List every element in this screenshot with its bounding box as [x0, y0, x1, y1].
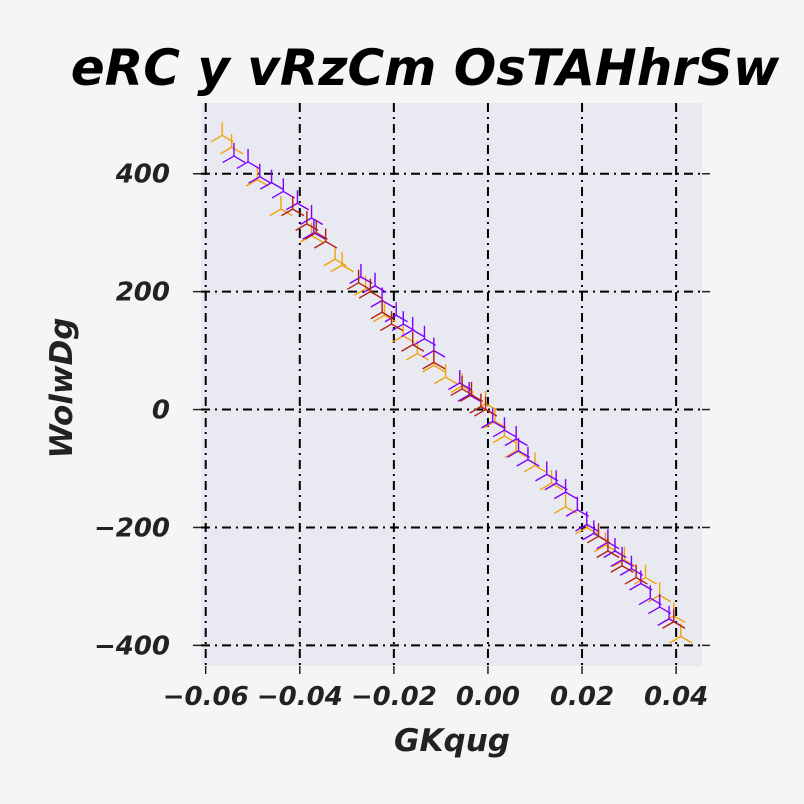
data-point: [434, 364, 458, 385]
data-point: [662, 608, 686, 629]
data-point: [314, 228, 338, 249]
data-point: [384, 302, 408, 323]
series-2: [281, 196, 686, 629]
data-point: [633, 564, 658, 585]
x-tick-label: 0.00: [456, 682, 520, 712]
data-point: [422, 349, 446, 370]
y-tick-label: 0: [152, 396, 170, 426]
data-point: [236, 148, 260, 170]
y-axis-label: WolwDg: [44, 318, 80, 459]
data-point: [281, 196, 305, 217]
x-tick-label: 0.04: [644, 682, 708, 712]
series-1: [222, 143, 681, 626]
data-point: [575, 511, 599, 532]
data-point: [248, 163, 272, 184]
data-point: [624, 564, 648, 585]
data-point: [648, 582, 672, 603]
x-tick-label: −0.06: [163, 682, 249, 712]
data-point: [473, 396, 498, 417]
data-point: [299, 204, 324, 226]
data-point: [346, 269, 371, 290]
data-point: [603, 538, 627, 559]
data-point: [222, 143, 246, 164]
grid-lines: [201, 103, 702, 666]
data-point: [285, 190, 310, 211]
data-point: [553, 479, 578, 500]
data-point: [379, 311, 404, 332]
data-point: [553, 493, 578, 514]
data-point: [370, 287, 394, 308]
data-point: [596, 538, 620, 559]
data-point: [492, 417, 517, 438]
x-tick-label: −0.02: [351, 682, 437, 712]
data-point: [358, 278, 382, 299]
x-tick-label: −0.04: [257, 682, 343, 712]
plot-area: [201, 103, 702, 666]
data-series: [210, 122, 693, 644]
data-point: [323, 246, 347, 267]
data-point: [610, 552, 634, 573]
data-point: [259, 169, 284, 190]
y-tick-label: 400: [115, 160, 170, 190]
data-point: [504, 437, 528, 458]
data-point: [516, 446, 540, 467]
data-point: [422, 337, 446, 358]
chart-title: eRC y vRzCm OsTAHhrSw: [71, 39, 780, 97]
axis-ticks: −0.06 −0.04 −0.02 0.00 0.02 0.04 −400 −200 0 200 4…: [94, 160, 710, 712]
data-point: [401, 316, 425, 338]
data-point: [330, 252, 354, 273]
y-tick-label: 200: [116, 278, 170, 308]
x-tick-label: 0.02: [550, 682, 614, 712]
y-tick-label: −400: [94, 631, 170, 661]
data-point: [481, 408, 505, 429]
x-axis-label: GKqug: [394, 723, 510, 759]
y-tick-label: −200: [94, 513, 170, 543]
data-point: [401, 331, 425, 352]
